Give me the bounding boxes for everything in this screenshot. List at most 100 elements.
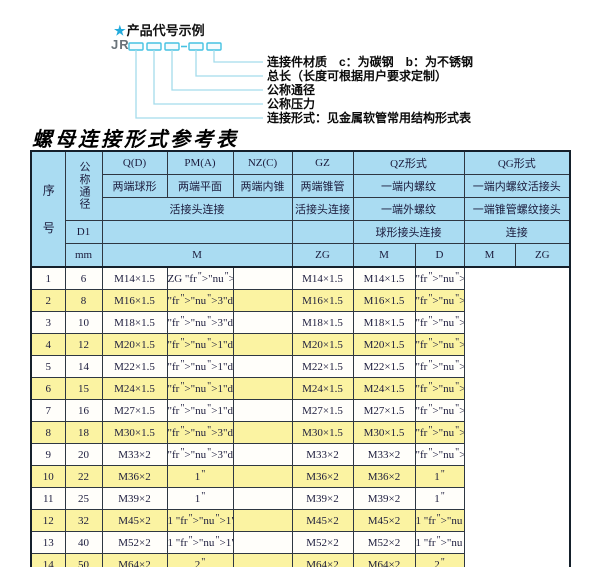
- cell-mm: 14: [64, 355, 103, 378]
- cell-qg-m: M36×2: [352, 465, 416, 488]
- cell-qg-m: M64×2: [352, 553, 416, 567]
- cell-thread-m: M39×2: [101, 487, 168, 510]
- cell-qg-zg: "fr">"nu">1"de">2": [414, 355, 465, 378]
- cell-qz-m: [232, 421, 293, 444]
- header-qg-sub: 一端内螺纹活接头: [463, 174, 571, 198]
- cell-seq: 1: [30, 266, 66, 290]
- cell-thread-m: M14×1.5: [101, 266, 168, 290]
- cell-qz-d: M27×1.5: [291, 399, 354, 422]
- cell-qz-d: M33×2: [291, 443, 354, 466]
- cell-qg-m: M45×2: [352, 509, 416, 532]
- nut-connection-reference-table: 序号 公称通径 Q(D) PM(A) NZ(C) GZ QZ形式 QG形式 两端…: [30, 150, 572, 567]
- cell-qg-zg: "fr">"nu">3"de">8": [414, 311, 465, 334]
- cell-qg-zg: "fr">"nu">1"de">2": [414, 377, 465, 400]
- cell-qg-zg: 1": [414, 465, 465, 488]
- code-segment-labels: 连接件材质 c：为碳钢 b：为不锈钢 总长（长度可根据用户要求定制） 公称通径 …: [267, 55, 473, 125]
- cell-gz-zg: 1 "fr">"nu">1"de">2": [166, 531, 234, 554]
- cell-gz-zg: 1 "fr">"nu">1"de">4": [166, 509, 234, 532]
- cell-qz-d: M64×2: [291, 553, 354, 567]
- cell-qg-m: M30×1.5: [352, 421, 416, 444]
- product-code-prefix: JR: [111, 37, 130, 52]
- cell-mm: 15: [64, 377, 103, 400]
- header-col-q: Q(D): [101, 150, 168, 175]
- cell-qg-zg: 1 "fr">"nu">1"de">4": [414, 509, 465, 532]
- header-col-nz: NZ(C): [232, 150, 293, 175]
- table-row: 11 25 M39×2 1" M39×2 M39×2 1": [30, 487, 570, 510]
- cell-mm: 20: [64, 443, 103, 466]
- cell-seq: 3: [30, 311, 66, 334]
- header-qz-sub: 一端内螺纹: [352, 174, 465, 198]
- cell-qz-m: [232, 465, 293, 488]
- cell-thread-m: M45×2: [101, 509, 168, 532]
- cell-gz-zg: "fr">"nu">1"de">2": [166, 333, 234, 356]
- cell-qg-m: M22×1.5: [352, 355, 416, 378]
- cell-qz-m: [232, 266, 293, 290]
- cell-gz-zg: "fr">"nu">1"de">2": [166, 377, 234, 400]
- cell-qz-d: M39×2: [291, 487, 354, 510]
- star-icon: ★: [114, 23, 126, 38]
- cell-thread-m: M24×1.5: [101, 377, 168, 400]
- cell-qz-m: [232, 553, 293, 567]
- header-qz-m: M: [352, 243, 416, 268]
- cell-mm: 50: [64, 553, 103, 567]
- cell-thread-m: M16×1.5: [101, 289, 168, 312]
- cell-qg-zg: "fr">"nu">1"de">4": [414, 266, 465, 290]
- cell-seq: 4: [30, 333, 66, 356]
- cell-qz-m: [232, 311, 293, 334]
- header-qz-d: D: [414, 243, 465, 268]
- header-pm-sub: 两端平面: [166, 174, 234, 198]
- cell-seq: 7: [30, 399, 66, 422]
- label-connector-material: 连接件材质 c：为碳钢 b：为不锈钢: [267, 55, 474, 69]
- cell-mm: 22: [64, 465, 103, 488]
- cell-qz-m: [232, 399, 293, 422]
- header-union-connection: 活接头连接: [101, 197, 293, 221]
- cell-qz-d: M16×1.5: [291, 289, 354, 312]
- header-q-sub: 两端球形: [101, 174, 168, 198]
- cell-qg-zg: "fr">"nu">1"de">2": [414, 333, 465, 356]
- cell-qz-m: [232, 289, 293, 312]
- cell-seq: 6: [30, 377, 66, 400]
- header-col-qg: QG形式: [463, 150, 571, 175]
- cell-seq: 9: [30, 443, 66, 466]
- cell-qz-m: [232, 377, 293, 400]
- cell-qg-zg: 1 "fr">"nu">1"de">2": [414, 531, 465, 554]
- cell-mm: 32: [64, 509, 103, 532]
- cell-thread-m: M27×1.5: [101, 399, 168, 422]
- cell-qg-m: M39×2: [352, 487, 416, 510]
- cell-gz-zg: "fr">"nu">3"de">8": [166, 289, 234, 312]
- cell-seq: 14: [30, 553, 66, 567]
- cell-seq: 13: [30, 531, 66, 554]
- header-qg-sub2: 一端锥管螺纹接头: [463, 197, 571, 221]
- cell-seq: 12: [30, 509, 66, 532]
- cell-qg-m: M24×1.5: [352, 377, 416, 400]
- cell-qg-m: M52×2: [352, 531, 416, 554]
- cell-qg-m: M16×1.5: [352, 289, 416, 312]
- label-total-length: 总长（长度可根据用户要求定制）: [267, 69, 448, 83]
- cell-qz-m: [232, 487, 293, 510]
- cell-qz-d: M36×2: [291, 465, 354, 488]
- cell-gz-zg: 2": [166, 553, 234, 567]
- cell-qg-zg: "fr">"nu">3"de">4": [414, 443, 465, 466]
- header-nominal-diameter: 公称通径: [64, 150, 103, 221]
- cell-seq: 8: [30, 421, 66, 444]
- cell-mm: 12: [64, 333, 103, 356]
- cell-qg-zg: 1": [414, 487, 465, 510]
- header-d1: D1: [64, 220, 103, 244]
- cell-thread-m: M18×1.5: [101, 311, 168, 334]
- cell-qg-m: M33×2: [352, 443, 416, 466]
- cell-mm: 6: [64, 266, 103, 290]
- cell-gz-zg: "fr">"nu">3"de">8": [166, 311, 234, 334]
- header-qz-sub2: 一端外螺纹: [352, 197, 465, 221]
- table-row: 412M20×1.5"fr">"nu">1"de">2"M20×1.5M20×1…: [30, 333, 570, 356]
- cell-thread-m: M36×2: [101, 465, 168, 488]
- cell-qz-d: M14×1.5: [291, 266, 354, 290]
- connector-lines: [135, 50, 263, 119]
- cell-thread-m: M20×1.5: [101, 333, 168, 356]
- header-empty-cell: [291, 220, 354, 244]
- header-gz-connection: 活接头连接: [291, 197, 354, 221]
- table-row: 28M16×1.5"fr">"nu">3"de">8"M16×1.5M16×1.…: [30, 289, 570, 312]
- cell-qz-m: [232, 443, 293, 466]
- cell-qz-d: M24×1.5: [291, 377, 354, 400]
- header-qg-zg: ZG: [514, 243, 571, 268]
